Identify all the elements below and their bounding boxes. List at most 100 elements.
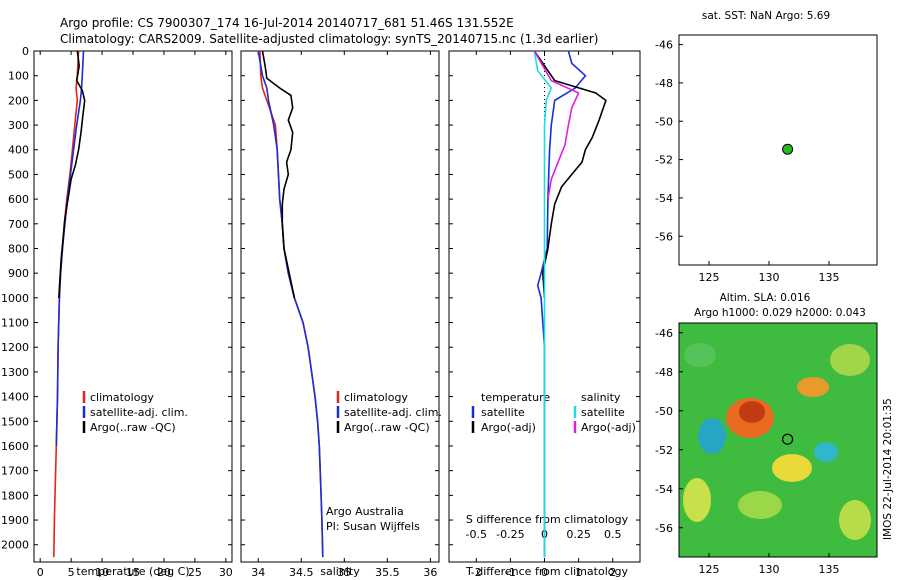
temperature-x-tick-label: 20 bbox=[157, 566, 171, 579]
difference-x2-tick-label: 0.5 bbox=[604, 528, 622, 541]
temperature-xlabel: temperature (deg C) bbox=[76, 565, 189, 578]
depth-tick-label: 1100 bbox=[1, 317, 29, 330]
depth-tick-label: 400 bbox=[8, 144, 29, 157]
legend-label: Argo(..raw -QC) bbox=[90, 421, 176, 434]
temperature-x-tick-label: 5 bbox=[68, 566, 75, 579]
salinity-panel-frame bbox=[240, 50, 440, 563]
sla-anomaly-patch bbox=[684, 343, 716, 367]
sla-map-title-2: Argo h1000: 0.029 h2000: 0.043 bbox=[694, 307, 866, 319]
difference-xlabel: T difference from climatology bbox=[465, 565, 628, 578]
sst-map-x-tick-label: 130 bbox=[759, 271, 780, 284]
depth-tick-label: 700 bbox=[8, 218, 29, 231]
difference-x-tick-label: 2 bbox=[609, 566, 616, 579]
sla-map-y-tick-label: -52 bbox=[655, 444, 673, 457]
sla-anomaly-patch bbox=[797, 377, 829, 397]
sst-map-x-tick-label: 125 bbox=[699, 271, 720, 284]
temperature-x-tick-label: 25 bbox=[188, 566, 202, 579]
salinity-x-tick-label: 34 bbox=[251, 566, 265, 579]
difference-x2-tick-label: 0.25 bbox=[566, 528, 591, 541]
temperature-x-tick-label: 30 bbox=[219, 566, 233, 579]
profile-title: Argo profile: CS 7900307_174 16-Jul-2014… bbox=[60, 16, 514, 30]
salinity-x-tick-label: 34.5 bbox=[289, 566, 314, 579]
salinity-series-black bbox=[261, 50, 296, 299]
sla-map-y-tick-label: -48 bbox=[655, 366, 673, 379]
sla-anomaly-patch bbox=[814, 442, 838, 462]
depth-tick-label: 1900 bbox=[1, 514, 29, 527]
sla-map-y-tick-label: -54 bbox=[655, 483, 673, 496]
temperature-x-tick-label: 15 bbox=[126, 566, 140, 579]
sst-map-y-tick-label: -54 bbox=[655, 192, 673, 205]
depth-tick-label: 2000 bbox=[1, 539, 29, 552]
depth-tick-label: 900 bbox=[8, 267, 29, 280]
temperature-series-blue bbox=[55, 50, 85, 447]
temperature-x-tick-label: 10 bbox=[95, 566, 109, 579]
legend-label: satellite bbox=[481, 406, 525, 419]
depth-tick-label: 1300 bbox=[1, 366, 29, 379]
difference-series-blue bbox=[536, 50, 587, 558]
salinity-x-tick-label: 36 bbox=[423, 566, 437, 579]
depth-tick-label: 0 bbox=[22, 45, 29, 58]
depth-tick-label: 300 bbox=[8, 119, 29, 132]
difference-x-tick-label: 1 bbox=[575, 566, 582, 579]
legend-label: climatology bbox=[90, 391, 154, 404]
depth-tick-label: 1200 bbox=[1, 341, 29, 354]
sst-map-y-tick-label: -52 bbox=[655, 154, 673, 167]
depth-tick-label: 600 bbox=[8, 193, 29, 206]
salinity-x-tick-label: 35.5 bbox=[375, 566, 400, 579]
sst-map-title: sat. SST: NaN Argo: 5.69 bbox=[702, 10, 830, 22]
sla-map-x-tick-label: 125 bbox=[699, 563, 720, 576]
sla-heatmap bbox=[679, 323, 877, 557]
credit-line-2: PI: Susan Wijffels bbox=[326, 520, 420, 533]
sst-map-frame bbox=[678, 34, 878, 266]
salinity-x-tick-label: 35 bbox=[337, 566, 351, 579]
depth-tick-label: 100 bbox=[8, 70, 29, 83]
difference-x-tick-label: -1 bbox=[505, 566, 516, 579]
difference-series-magenta bbox=[533, 50, 580, 200]
credit-line-1: Argo Australia bbox=[326, 505, 404, 518]
legend-label: Argo(-adj) bbox=[481, 421, 536, 434]
sla-map-argo-marker bbox=[781, 433, 794, 445]
sla-anomaly-patch bbox=[772, 454, 812, 482]
depth-tick-label: 1800 bbox=[1, 489, 29, 502]
sst-map-argo-marker bbox=[782, 143, 794, 155]
legend-label: Argo(..raw -QC) bbox=[344, 421, 430, 434]
legend-title-salinity: salinity bbox=[581, 391, 621, 404]
depth-tick-label: 1600 bbox=[1, 440, 29, 453]
sst-map-x-tick-label: 135 bbox=[819, 271, 840, 284]
difference-series-black bbox=[533, 50, 607, 298]
sst-map-y-tick-label: -56 bbox=[655, 230, 673, 243]
sst-map-y-tick-label: -46 bbox=[655, 39, 673, 52]
salinity-xlabel: salinity bbox=[320, 565, 360, 578]
legend-title-temperature: temperature bbox=[481, 391, 550, 404]
temperature-panel-frame bbox=[33, 50, 233, 563]
temperature-x-tick-label: 0 bbox=[37, 566, 44, 579]
legend-label: climatology bbox=[344, 391, 408, 404]
chart-marks: 0100200300400500600700800900100011001200… bbox=[1, 39, 840, 579]
legend-label: satellite bbox=[581, 406, 625, 419]
legend-label: satellite-adj. clim. bbox=[90, 406, 188, 419]
legend-label: satellite-adj. clim. bbox=[344, 406, 442, 419]
depth-tick-label: 200 bbox=[8, 94, 29, 107]
sla-anomaly-patch bbox=[683, 478, 711, 522]
sla-map-x-tick-label: 135 bbox=[819, 563, 840, 576]
sst-map-y-tick-label: -48 bbox=[655, 77, 673, 90]
sla-map-title-1: Altim. SLA: 0.016 bbox=[720, 292, 811, 304]
depth-tick-label: 1000 bbox=[1, 292, 29, 305]
depth-tick-label: 800 bbox=[8, 242, 29, 255]
sla-anomaly-patch bbox=[739, 401, 765, 423]
sla-map-y-tick-label: -50 bbox=[655, 405, 673, 418]
difference-x-tick-label: 0 bbox=[541, 566, 548, 579]
temperature-series-red bbox=[53, 50, 80, 558]
difference-legend: temperature salinity satellite Argo(-adj… bbox=[471, 391, 636, 434]
depth-tick-label: 500 bbox=[8, 168, 29, 181]
sla-anomaly-patch bbox=[698, 418, 726, 454]
sla-anomaly-patch bbox=[839, 500, 871, 540]
difference-x-tick-label: -2 bbox=[471, 566, 482, 579]
difference-x2-tick-label: -0.25 bbox=[496, 528, 524, 541]
imos-timestamp: IMOS 22-Jul-2014 20:01:35 bbox=[882, 398, 894, 540]
depth-tick-label: 1700 bbox=[1, 465, 29, 478]
temperature-series-black bbox=[58, 50, 86, 298]
temperature-legend: climatology satellite-adj. clim. Argo(..… bbox=[82, 391, 188, 434]
difference-x2-tick-label: -0.5 bbox=[466, 528, 487, 541]
